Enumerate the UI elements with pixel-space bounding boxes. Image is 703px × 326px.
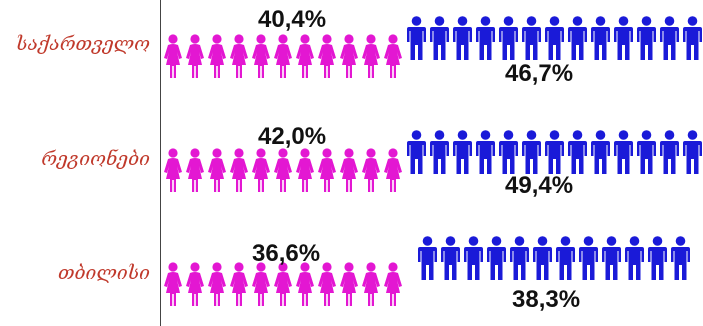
female-person-icon	[274, 262, 292, 306]
female-person-icon	[340, 148, 358, 192]
female-person-icon	[230, 148, 248, 192]
male-person-icon	[579, 236, 598, 280]
male-person-icon	[407, 130, 426, 174]
male-pct-tbilisi: 38,3%	[512, 286, 581, 313]
female-person-icon	[186, 34, 204, 78]
male-person-icon	[510, 236, 529, 280]
female-person-icon	[274, 148, 292, 192]
male-person-icon	[568, 130, 587, 174]
male-person-icon	[418, 236, 437, 280]
male-person-icon	[660, 130, 679, 174]
female-person-icon	[384, 262, 402, 306]
male-pct-georgia: 46,7%	[505, 60, 574, 87]
male-person-icon	[545, 16, 564, 60]
male-person-icon	[637, 16, 656, 60]
male-person-icon	[430, 130, 449, 174]
male-person-icon	[476, 130, 495, 174]
male-person-icon	[487, 236, 506, 280]
male-person-icon	[407, 16, 426, 60]
male-person-icon	[453, 130, 472, 174]
vertical-axis-line	[160, 0, 161, 326]
female-person-icon	[230, 262, 248, 306]
female-person-icon	[340, 262, 358, 306]
male-person-icon	[453, 16, 472, 60]
female-person-icon	[208, 148, 226, 192]
female-person-icon	[384, 148, 402, 192]
female-person-icon	[274, 34, 292, 78]
male-person-icon	[522, 130, 541, 174]
male-person-icon	[671, 236, 690, 280]
female-person-icon	[186, 148, 204, 192]
female-pct-georgia: 40,4%	[258, 6, 327, 33]
male-person-icon	[464, 236, 483, 280]
row-label-georgia: საქართველო	[15, 33, 150, 55]
male-person-icon	[614, 16, 633, 60]
male-person-icon	[637, 130, 656, 174]
female-person-icon	[230, 34, 248, 78]
female-person-icon	[164, 34, 182, 78]
female-person-icon	[252, 262, 270, 306]
male-person-icon	[614, 130, 633, 174]
female-pct-tbilisi: 36,6%	[252, 240, 321, 267]
female-person-icon	[318, 34, 336, 78]
male-person-icon	[625, 236, 644, 280]
female-person-icon	[296, 34, 314, 78]
male-person-icon	[602, 236, 621, 280]
female-person-icon	[208, 262, 226, 306]
male-person-icon	[545, 130, 564, 174]
male-person-icon	[522, 16, 541, 60]
female-person-icon	[252, 148, 270, 192]
female-person-icon	[340, 34, 358, 78]
female-person-icon	[252, 34, 270, 78]
female-person-icon	[164, 262, 182, 306]
female-person-icon	[186, 262, 204, 306]
male-person-icon	[499, 130, 518, 174]
male-person-icon	[648, 236, 667, 280]
row-label-tbilisi: თბილისი	[57, 262, 150, 284]
female-person-icon	[362, 34, 380, 78]
female-person-icon	[164, 148, 182, 192]
female-person-icon	[384, 34, 402, 78]
male-pct-regions: 49,4%	[505, 172, 574, 199]
female-person-icon	[318, 262, 336, 306]
male-person-icon	[591, 16, 610, 60]
row-label-regions: რეგიონები	[41, 148, 150, 170]
male-person-icon	[441, 236, 460, 280]
male-person-icon	[683, 130, 702, 174]
male-person-icon	[660, 16, 679, 60]
male-person-icon	[430, 16, 449, 60]
male-person-icon	[568, 16, 587, 60]
female-person-icon	[296, 148, 314, 192]
male-person-icon	[683, 16, 702, 60]
female-person-icon	[318, 148, 336, 192]
female-person-icon	[208, 34, 226, 78]
female-person-icon	[362, 262, 380, 306]
female-pct-regions: 42,0%	[258, 123, 327, 150]
female-person-icon	[296, 262, 314, 306]
male-person-icon	[499, 16, 518, 60]
female-person-icon	[362, 148, 380, 192]
male-person-icon	[476, 16, 495, 60]
male-person-icon	[591, 130, 610, 174]
male-person-icon	[556, 236, 575, 280]
male-person-icon	[533, 236, 552, 280]
